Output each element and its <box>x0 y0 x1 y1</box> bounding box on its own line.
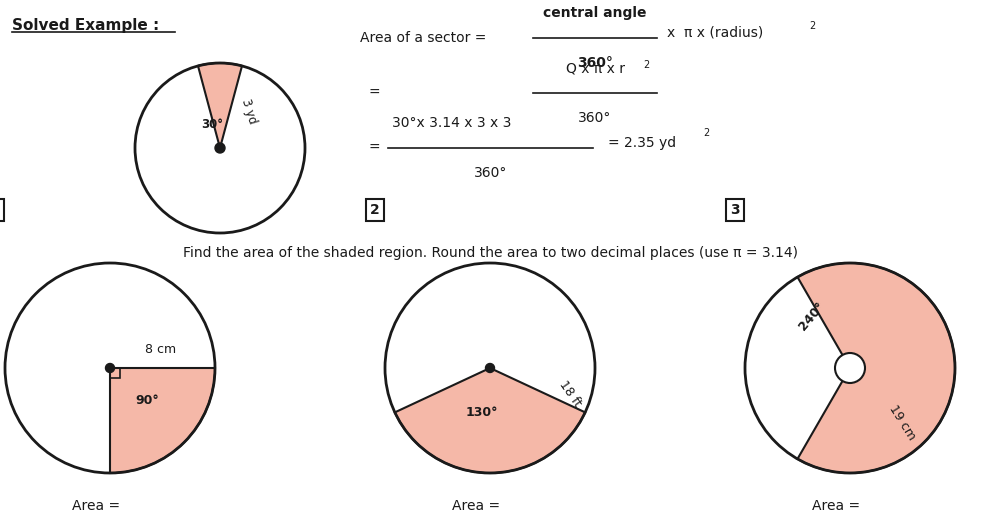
Text: 3 yd: 3 yd <box>239 97 259 125</box>
Text: 240°: 240° <box>797 299 827 333</box>
Text: 90°: 90° <box>135 393 159 407</box>
Text: 2: 2 <box>370 203 380 217</box>
Circle shape <box>835 353 865 383</box>
Text: 18 ft: 18 ft <box>557 378 585 409</box>
Circle shape <box>106 363 115 372</box>
Circle shape <box>215 143 225 153</box>
Text: Area =: Area = <box>812 499 860 513</box>
Text: 19 cm: 19 cm <box>887 403 918 442</box>
Text: 3: 3 <box>730 203 740 217</box>
Text: 2: 2 <box>703 128 709 138</box>
Circle shape <box>486 363 494 372</box>
Text: Solved Example :: Solved Example : <box>12 18 159 33</box>
Text: Find the area of the shaded region. Round the area to two decimal places (use π : Find the area of the shaded region. Roun… <box>183 246 798 260</box>
Wedge shape <box>110 368 215 473</box>
Text: 30°x 3.14 x 3 x 3: 30°x 3.14 x 3 x 3 <box>392 116 511 130</box>
Wedge shape <box>798 263 955 473</box>
Wedge shape <box>198 63 242 148</box>
Text: central angle: central angle <box>543 6 646 20</box>
Text: Area =: Area = <box>452 499 500 513</box>
Text: 30°: 30° <box>201 118 223 131</box>
Wedge shape <box>394 368 585 473</box>
Text: 8 cm: 8 cm <box>145 343 176 356</box>
Text: 2: 2 <box>809 21 815 31</box>
Text: Q x π x r: Q x π x r <box>565 61 625 75</box>
Text: x  π x (radius): x π x (radius) <box>667 26 763 40</box>
Text: Area =: Area = <box>72 499 120 513</box>
Text: 360°: 360° <box>474 166 507 180</box>
Text: = 2.35 yd: = 2.35 yd <box>608 136 676 150</box>
Text: 130°: 130° <box>466 406 498 419</box>
Text: 2: 2 <box>643 60 649 70</box>
Text: Area of a sector =: Area of a sector = <box>360 31 487 45</box>
Text: =: = <box>368 141 380 155</box>
Text: =: = <box>368 86 380 100</box>
Text: 360°: 360° <box>577 56 613 70</box>
Text: 360°: 360° <box>579 111 612 125</box>
